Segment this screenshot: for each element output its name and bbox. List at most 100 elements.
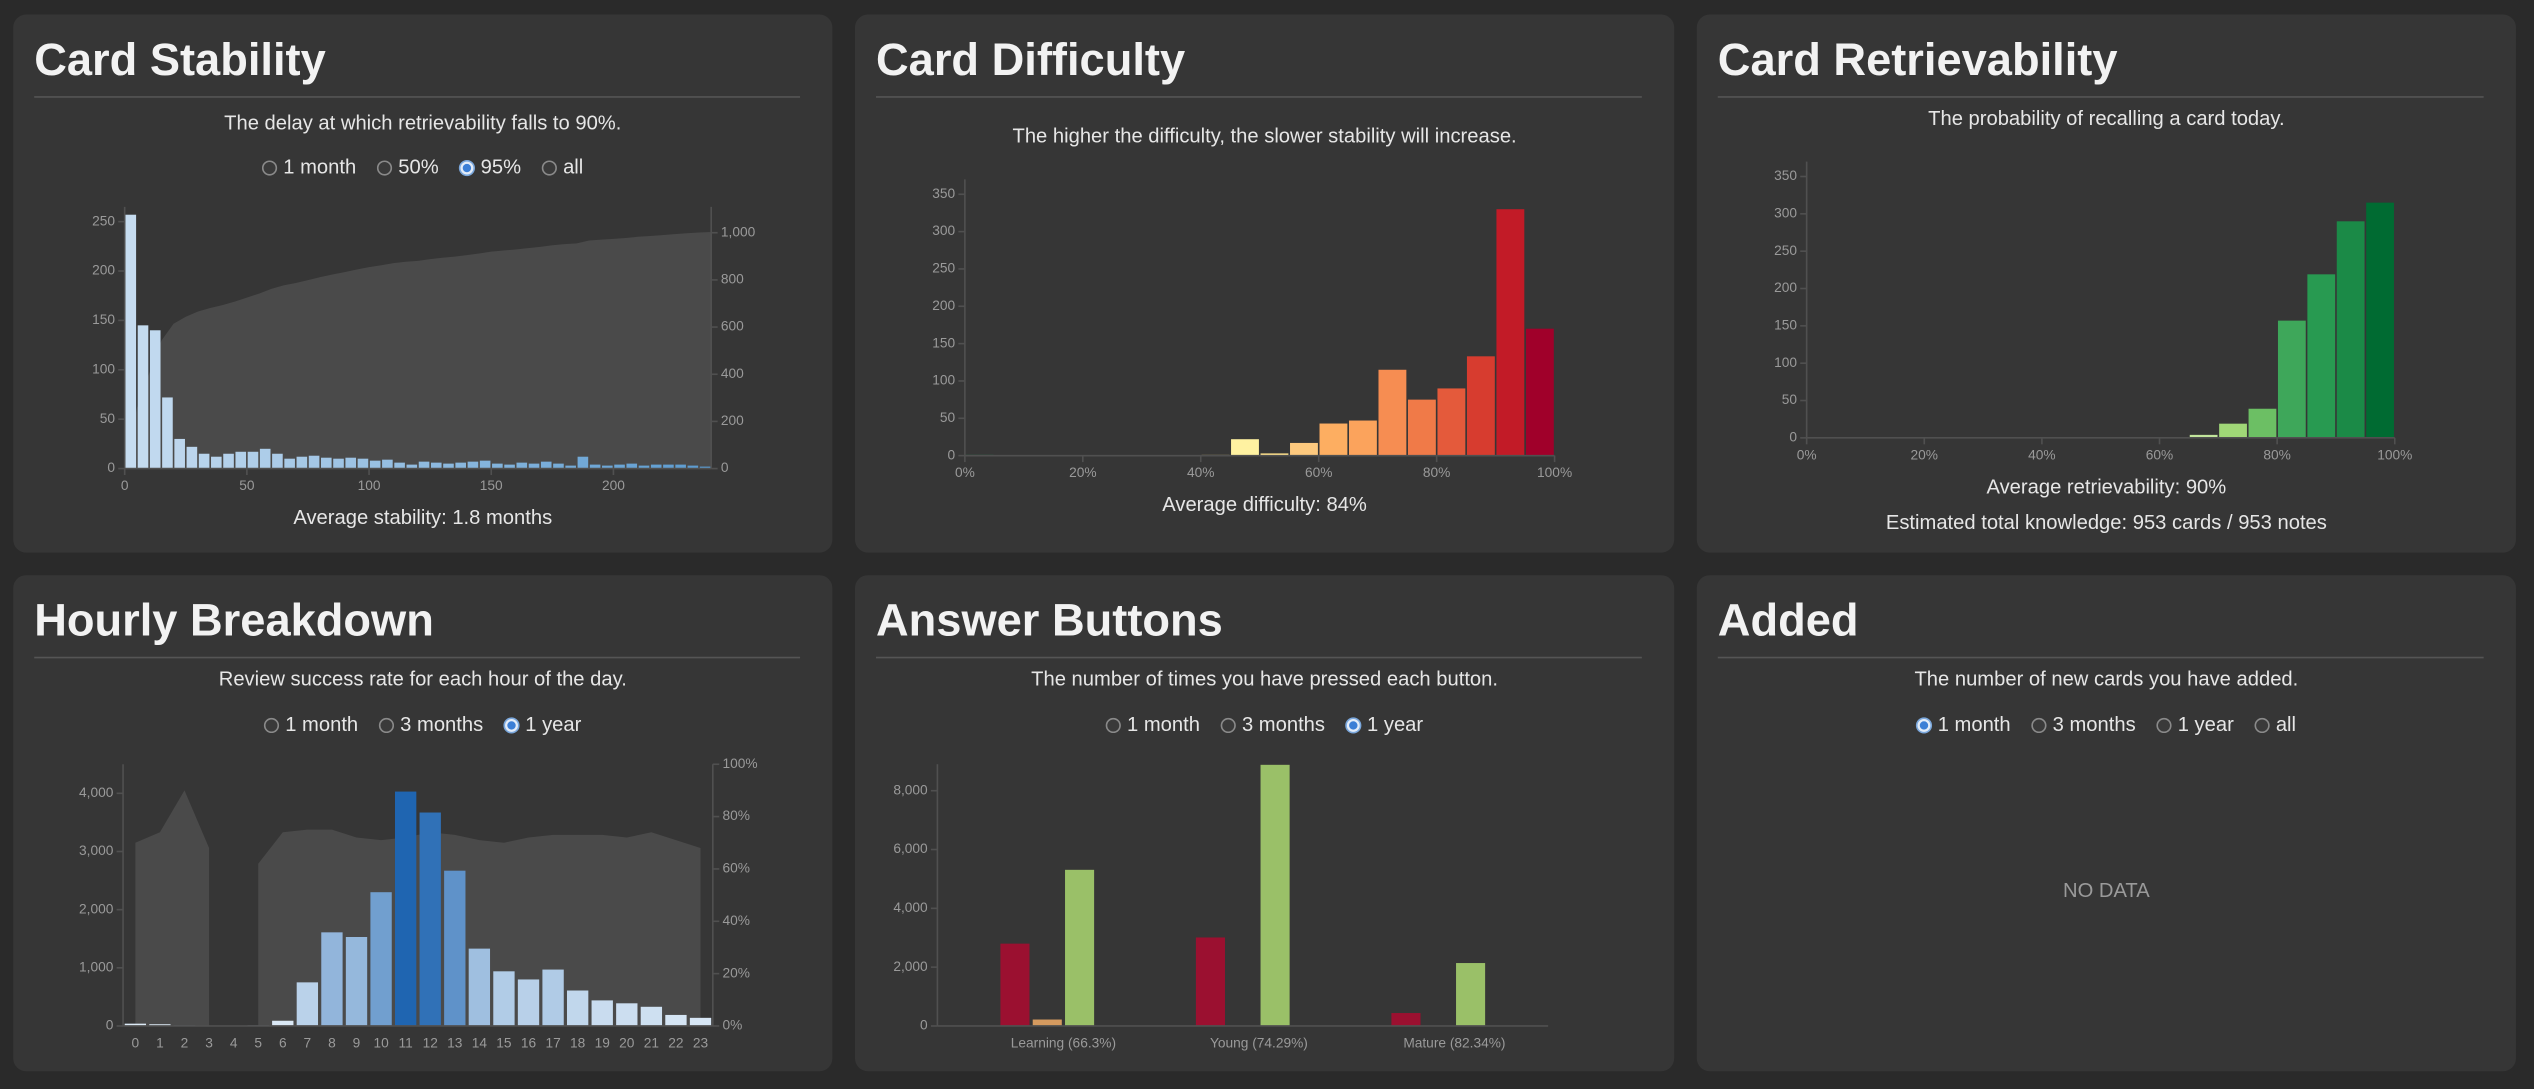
radio[interactable] <box>2254 717 2270 734</box>
radio-label[interactable]: all <box>563 156 583 178</box>
radio[interactable] <box>263 717 280 734</box>
bar <box>638 465 650 469</box>
radio-label[interactable]: 3 months <box>1242 714 1325 736</box>
radio-label[interactable]: 1 year <box>525 714 581 736</box>
bar <box>663 464 674 469</box>
x-tick-label: 20% <box>1911 447 1938 462</box>
y-tick-label: 0% <box>722 1018 742 1033</box>
footer-text: Average retrievability: 90% <box>1986 476 2226 498</box>
radio-group: 1 month 3 months 1 year <box>1105 714 1423 736</box>
subtitle: The number of times you have pressed eac… <box>1031 669 1498 691</box>
y-tick-label: 250 <box>92 213 115 228</box>
radio-label[interactable]: all <box>2276 714 2296 736</box>
y-tick-label: 8,000 <box>893 782 928 797</box>
bar <box>369 460 381 469</box>
bar <box>577 456 589 469</box>
radio-group: 1 month 50% 95% all <box>261 156 583 178</box>
x-tick-label: 150 <box>480 478 503 493</box>
y-tick-label: 60% <box>722 861 749 876</box>
bar <box>345 457 357 469</box>
bar <box>528 463 540 469</box>
radio-label[interactable]: 50% <box>398 156 438 178</box>
y-tick-label: 4,000 <box>79 785 114 800</box>
y-tick-label: 150 <box>92 312 115 327</box>
radio-dot[interactable] <box>462 163 472 173</box>
x-tick-label: 100% <box>1537 465 1572 480</box>
radio-dot[interactable] <box>1919 721 1929 730</box>
y-tick-label: 200 <box>932 298 955 313</box>
radio-label[interactable]: 1 month <box>283 156 356 178</box>
bar <box>1456 963 1486 1026</box>
radio-label[interactable]: 1 month <box>1938 714 2011 736</box>
radio[interactable] <box>1220 717 1236 734</box>
radio-label[interactable]: 1 year <box>1367 714 1423 736</box>
x-tick-label: 40% <box>2028 447 2055 462</box>
bar <box>1407 399 1436 456</box>
x-tick-label: 1 <box>156 1035 164 1050</box>
bar <box>2277 320 2306 438</box>
radio[interactable] <box>378 717 395 734</box>
x-tick-label: 20% <box>1069 465 1096 480</box>
subtitle: The probability of recalling a card toda… <box>1928 108 2284 130</box>
bar <box>321 932 343 1026</box>
y-tick-label: 200 <box>1774 280 1797 295</box>
y-tick-label: 6,000 <box>893 841 928 856</box>
bar <box>455 462 467 469</box>
radio[interactable] <box>376 160 393 176</box>
x-tick-label: 9 <box>353 1035 361 1050</box>
radio-label[interactable]: 95% <box>481 156 521 178</box>
bar <box>1260 453 1289 456</box>
panel: Card Retrievability The probability of re… <box>1696 14 2516 553</box>
y-tick-label: 200 <box>721 413 744 428</box>
y-tick-label: 350 <box>1774 168 1797 183</box>
x-tick-label: 50 <box>239 478 255 493</box>
radio-label[interactable]: 3 months <box>400 714 483 736</box>
subtitle: The number of new cards you have added. <box>1914 669 2298 691</box>
y-tick-label: 800 <box>721 272 744 287</box>
bar <box>418 461 430 469</box>
bar <box>467 461 479 469</box>
bar <box>320 457 332 469</box>
bar <box>174 438 185 469</box>
x-tick-label: 10 <box>373 1035 389 1050</box>
bar <box>296 982 319 1026</box>
x-tick-label: 5 <box>254 1035 262 1050</box>
y-tick-label: 300 <box>1774 205 1797 220</box>
bar <box>553 463 564 469</box>
radio-label[interactable]: 1 month <box>1127 714 1200 736</box>
bar <box>272 1020 294 1026</box>
x-tick-label: 15 <box>496 1035 512 1050</box>
x-tick-label: 11 <box>399 1035 413 1050</box>
radio-label[interactable]: 1 year <box>2178 714 2234 736</box>
radio-dot[interactable] <box>1349 721 1358 730</box>
radio-dot[interactable] <box>507 721 516 730</box>
panel: Added The number of new cards you have ad… <box>1696 575 2516 1072</box>
bar <box>591 1000 613 1026</box>
y-tick-label: 250 <box>932 261 955 276</box>
y-tick-label: 0 <box>721 460 729 475</box>
success-area <box>135 790 701 1026</box>
bar <box>308 455 320 469</box>
bar <box>689 1017 712 1026</box>
bar <box>430 462 442 469</box>
bar <box>2336 221 2365 438</box>
bar <box>162 397 173 469</box>
x-tick-label: 8 <box>328 1035 336 1050</box>
radio-label[interactable]: 3 months <box>2053 714 2136 736</box>
radio[interactable] <box>1105 717 1121 734</box>
bar <box>675 464 686 469</box>
radio[interactable] <box>2031 717 2047 734</box>
radio[interactable] <box>2156 717 2172 734</box>
x-tick-label: 21 <box>644 1035 659 1050</box>
y-tick-label: 50 <box>1782 392 1798 407</box>
x-tick-label: Young (74.29%) <box>1210 1035 1308 1050</box>
bar <box>468 948 491 1026</box>
bar <box>223 453 234 469</box>
bar <box>149 330 161 469</box>
radio[interactable] <box>261 160 278 176</box>
bar <box>517 979 540 1026</box>
bar <box>493 971 515 1026</box>
bar <box>443 463 454 469</box>
radio-label[interactable]: 1 month <box>285 714 358 736</box>
radio[interactable] <box>541 160 557 176</box>
